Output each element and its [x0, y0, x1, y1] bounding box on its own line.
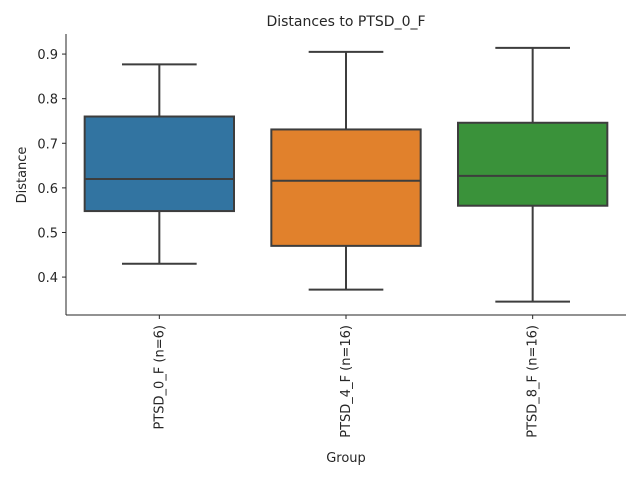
x-axis-ticks: PTSD_0_F (n=6) PTSD_4_F (n=16) PTSD_8_F (n… — [152, 315, 541, 438]
chart-title: Distances to PTSD_0_F — [266, 14, 425, 30]
x-axis-title: Group — [326, 451, 366, 466]
x-tick-label: PTSD_8_F (n=16) — [526, 325, 541, 438]
x-tick-label: PTSD_0_F (n=6) — [152, 325, 167, 429]
x-tick-label: PTSD_4_F (n=16) — [339, 325, 354, 438]
y-tick-label: 0.9 — [37, 48, 58, 63]
iqr-box — [270, 128, 422, 247]
plot-area — [83, 46, 609, 303]
y-axis-title: Distance — [15, 147, 30, 204]
y-axis-ticks: 0.4 0.5 0.6 0.7 0.8 0.9 — [37, 48, 66, 286]
iqr-box — [457, 121, 609, 207]
box-group — [83, 63, 235, 265]
box-group — [270, 50, 422, 291]
y-tick-label: 0.5 — [37, 226, 58, 241]
y-tick-label: 0.6 — [37, 182, 58, 197]
y-tick-label: 0.8 — [37, 93, 58, 108]
y-tick-label: 0.4 — [37, 271, 58, 286]
iqr-box — [83, 115, 235, 213]
y-tick-label: 0.7 — [37, 137, 58, 152]
box-group — [457, 46, 609, 303]
